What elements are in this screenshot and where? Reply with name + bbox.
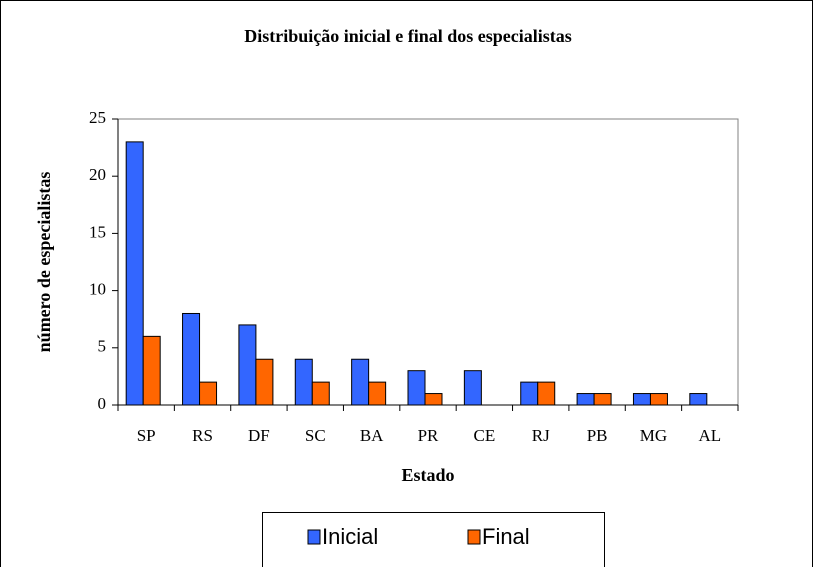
legend-swatch: [467, 529, 481, 545]
x-tick-label: DF: [248, 426, 270, 445]
x-tick-label: AL: [698, 426, 721, 445]
y-axis-label: número de especialistas: [34, 172, 54, 353]
bar: [407, 370, 426, 406]
bar: [689, 393, 708, 406]
bar: [424, 393, 443, 406]
bar: [125, 141, 144, 406]
bar: [142, 335, 161, 406]
y-tick-label: 20: [89, 165, 106, 184]
bar: [593, 393, 612, 406]
chart-title: Distribuição inicial e final dos especia…: [244, 26, 572, 46]
y-tick-label: 0: [98, 394, 107, 413]
bar: [537, 381, 556, 406]
x-tick-label: PB: [587, 426, 608, 445]
x-tick-label: BA: [360, 426, 384, 445]
y-tick-label: 25: [89, 108, 106, 127]
x-tick-label: SC: [305, 426, 326, 445]
y-tick-label: 15: [89, 222, 106, 241]
bar: [576, 393, 595, 406]
x-tick-label: MG: [640, 426, 667, 445]
x-tick-label: RJ: [532, 426, 550, 445]
bar: [199, 381, 218, 406]
bar: [520, 381, 539, 406]
bar: [311, 381, 330, 406]
bar: [463, 370, 482, 406]
x-tick-label: SP: [137, 426, 156, 445]
x-axis-label: Estado: [401, 465, 454, 485]
x-tick-label: RS: [192, 426, 213, 445]
bar: [649, 393, 668, 406]
y-tick-label: 10: [89, 280, 106, 299]
bar: [632, 393, 651, 406]
bar: [182, 312, 201, 406]
legend-label: Inicial: [322, 524, 378, 549]
bar: [294, 358, 313, 406]
x-tick-label: PR: [418, 426, 439, 445]
bar: [255, 358, 274, 406]
bar: [351, 358, 370, 406]
y-tick-label: 5: [98, 337, 107, 356]
legend-label: Final: [482, 524, 530, 549]
bar: [238, 324, 257, 406]
x-tick-label: CE: [473, 426, 495, 445]
legend-swatch: [307, 529, 321, 545]
bar: [368, 381, 387, 406]
